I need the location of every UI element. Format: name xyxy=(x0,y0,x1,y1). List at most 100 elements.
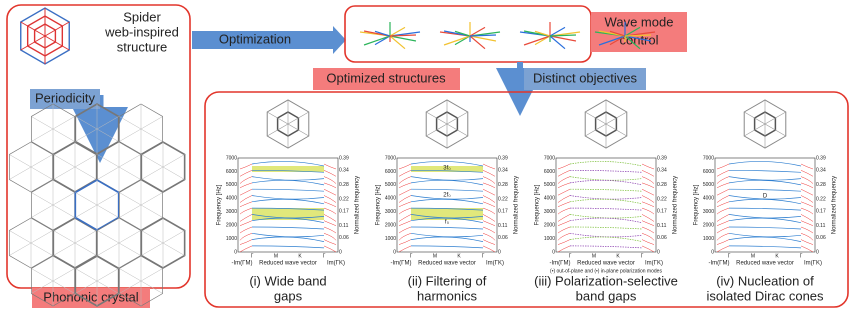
optimization-label: Optimization xyxy=(219,31,291,46)
y2-tick-label: 0 xyxy=(498,249,501,255)
y2-tick-label: 0.17 xyxy=(657,208,667,214)
lattice-spoke xyxy=(97,269,119,282)
x-point-label: K xyxy=(457,253,461,259)
x-point-label: Γ xyxy=(251,253,254,259)
left-label: -Im(ΓM) xyxy=(709,261,730,267)
y-tick-label: 6000 xyxy=(544,169,555,175)
x-axis-label: Reduced wave vector xyxy=(577,261,635,267)
lattice-spoke xyxy=(119,231,141,244)
y-tick-label: 2000 xyxy=(385,222,396,228)
y-tick-label: 4000 xyxy=(703,196,714,202)
right-label: Im(ΓK) xyxy=(486,261,504,267)
y2-tick-label: 0.06 xyxy=(498,235,508,241)
y2-tick-label: 0.06 xyxy=(339,235,349,241)
y2-axis-label: Normalized frequency xyxy=(673,176,679,234)
y2-tick-label: 0.06 xyxy=(816,235,826,241)
lattice-spoke xyxy=(141,243,163,256)
y2-axis-label: Normalized frequency xyxy=(514,176,520,234)
x-point-label: K xyxy=(775,253,779,259)
lattice-spoke xyxy=(119,117,141,130)
caption: band gaps xyxy=(576,288,637,303)
y-tick-label: 0 xyxy=(234,249,237,255)
right-label: Im(ΓK) xyxy=(804,261,822,267)
y2-tick-label: 0.11 xyxy=(498,223,508,229)
y2-tick-label: 0.34 xyxy=(339,167,349,173)
web-spoke xyxy=(45,36,69,50)
lattice-spoke xyxy=(31,243,53,256)
lattice-spoke xyxy=(163,243,185,256)
lattice-spoke xyxy=(163,231,185,244)
lattice-spoke xyxy=(75,193,97,206)
x-point-label: Γ xyxy=(569,253,572,259)
periodicity-label: Periodicity xyxy=(35,90,95,105)
y-tick-label: 2000 xyxy=(703,222,714,228)
figure: Spider web-inspired structure Periodicit… xyxy=(0,0,856,311)
y-tick-label: 6000 xyxy=(385,169,396,175)
lattice-spoke xyxy=(141,231,163,244)
y2-tick-label: 0.17 xyxy=(498,208,508,214)
lattice-spoke xyxy=(53,167,75,180)
x-axis-label: Reduced wave vector xyxy=(418,261,476,267)
y2-tick-label: 0.22 xyxy=(339,196,349,202)
lattice-spoke xyxy=(31,269,53,282)
mode-sketch xyxy=(390,36,416,41)
y2-tick-label: 0.28 xyxy=(657,182,667,188)
y-tick-label: 1000 xyxy=(703,236,714,242)
lattice-spoke xyxy=(75,167,97,180)
lattice-spoke xyxy=(53,243,75,256)
arrow-head xyxy=(333,26,346,54)
left-label: -Im(ΓM) xyxy=(232,261,253,267)
x-point-label: M xyxy=(274,253,278,259)
y-tick-label: 7000 xyxy=(385,155,396,161)
x-point-label: K xyxy=(298,253,302,259)
caption: isolated Dirac cones xyxy=(706,288,824,303)
y2-tick-label: 0.39 xyxy=(657,155,667,161)
lattice-spoke xyxy=(119,243,141,256)
annotation: D xyxy=(763,194,768,200)
lattice-spoke xyxy=(97,193,119,206)
lattice-spoke xyxy=(119,155,141,168)
lattice-spoke xyxy=(53,155,75,168)
y-tick-label: 1000 xyxy=(385,236,396,242)
lattice-spoke xyxy=(97,243,119,256)
y-tick-label: 6000 xyxy=(226,169,237,175)
lattice-spoke xyxy=(97,167,119,180)
x-point-label: M xyxy=(751,253,755,259)
lattice-spoke xyxy=(31,205,53,218)
objectives-label: Distinct objectives xyxy=(533,70,638,85)
y2-tick-label: 0.34 xyxy=(657,167,667,173)
lattice-spoke xyxy=(75,117,97,130)
caption: harmonics xyxy=(417,288,477,303)
y-tick-label: 5000 xyxy=(544,182,555,188)
y2-tick-label: 0 xyxy=(339,249,342,255)
lattice-spoke xyxy=(141,167,163,180)
lattice-spoke xyxy=(9,167,31,180)
x-point-label: Γ xyxy=(410,253,413,259)
y2-tick-label: 0.17 xyxy=(816,208,826,214)
y-axis-label: Frequency [Hz] xyxy=(694,184,700,225)
lattice-spoke xyxy=(141,129,163,142)
y-tick-label: 7000 xyxy=(544,155,555,161)
lattice-spoke xyxy=(141,205,163,218)
y-tick-label: 2000 xyxy=(226,222,237,228)
y-tick-label: 0 xyxy=(552,249,555,255)
left-label: -Im(ΓM) xyxy=(391,261,412,267)
y2-tick-label: 0.11 xyxy=(816,223,826,229)
lattice-spoke xyxy=(141,155,163,168)
x-point-label: M xyxy=(433,253,437,259)
lattice-spoke xyxy=(97,129,119,142)
lattice-spoke xyxy=(75,269,97,282)
left-title: structure xyxy=(117,39,168,54)
lattice-spoke xyxy=(31,129,53,142)
y2-tick-label: 0 xyxy=(816,249,819,255)
y2-axis-label: Normalized frequency xyxy=(355,176,361,234)
lattice-spoke xyxy=(53,193,75,206)
lattice-spoke xyxy=(9,155,31,168)
caption: (iv) Nucleation of xyxy=(716,273,814,288)
lattice-spoke xyxy=(163,167,185,180)
y2-tick-label: 0.28 xyxy=(816,182,826,188)
lattice-spoke xyxy=(53,231,75,244)
lattice-spoke xyxy=(119,129,141,142)
mode-sketch xyxy=(550,36,576,41)
y-tick-label: 6000 xyxy=(703,169,714,175)
